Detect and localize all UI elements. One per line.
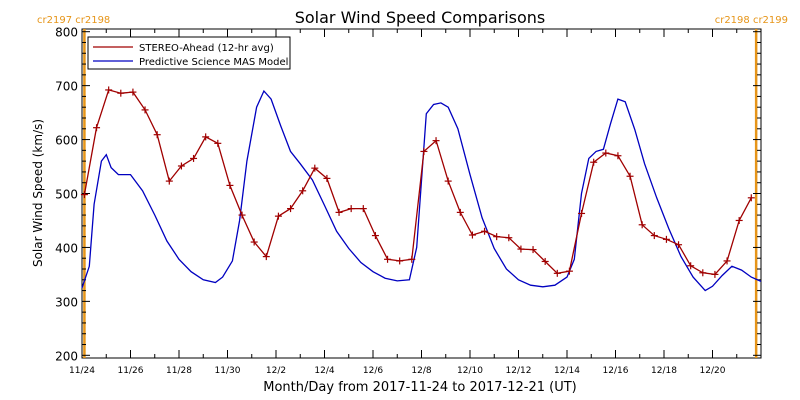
data-point	[420, 147, 428, 155]
data-point	[250, 238, 258, 246]
data-point	[129, 88, 137, 96]
data-point	[202, 133, 210, 141]
data-point	[359, 205, 367, 213]
legend-label-stereo: STEREO-Ahead (12-hr avg)	[139, 43, 274, 54]
data-point	[747, 194, 755, 202]
data-point	[177, 162, 185, 170]
legend: STEREO-Ahead (12-hr avg) Predictive Scie…	[87, 36, 291, 70]
carrington-label-left: cr2197 cr2198	[37, 15, 110, 26]
x-tick-label: 11/30	[215, 366, 241, 376]
data-point	[565, 267, 573, 275]
data-point	[165, 177, 173, 185]
data-point	[214, 139, 222, 147]
x-tick-label: 11/28	[166, 366, 192, 376]
data-point	[493, 233, 501, 241]
data-point	[347, 205, 355, 213]
data-point	[299, 187, 307, 195]
y-tick-label: 200	[55, 349, 78, 363]
x-axis: 11/24 11/26 11/28 11/30 12/2 12/4 12/6 12/8 12/1…	[69, 29, 738, 376]
x-tick-label: 12/6	[363, 366, 383, 376]
data-point	[274, 212, 282, 220]
x-tick-label: 11/24	[69, 366, 95, 376]
data-point	[384, 255, 392, 263]
x-tick-label: 12/2	[266, 366, 286, 376]
data-point	[541, 257, 549, 265]
y-tick-label: 500	[55, 188, 78, 202]
data-point	[80, 191, 88, 199]
data-point	[675, 241, 683, 249]
data-point	[105, 86, 113, 94]
x-tick-label: 12/16	[603, 366, 629, 376]
data-point	[468, 231, 476, 239]
legend-box	[87, 36, 291, 70]
data-point	[699, 269, 707, 277]
data-point	[662, 235, 670, 243]
x-tick-label: 12/18	[651, 366, 677, 376]
data-point	[408, 255, 416, 263]
data-point	[602, 149, 610, 157]
x-tick-label: 12/10	[457, 366, 483, 376]
data-point	[456, 208, 464, 216]
data-point	[323, 174, 331, 182]
chart-title: Solar Wind Speed Comparisons	[295, 8, 546, 27]
data-point	[481, 227, 489, 235]
carrington-label-right: cr2198 cr2199	[715, 15, 788, 26]
data-point	[578, 209, 586, 217]
y-tick-label: 600	[55, 134, 78, 148]
data-point	[153, 131, 161, 139]
data-point	[650, 232, 658, 240]
plot-area	[81, 28, 762, 359]
data-point	[287, 205, 295, 213]
y-tick-label: 400	[55, 241, 78, 255]
data-point	[711, 270, 719, 278]
data-point	[638, 221, 646, 229]
data-point	[311, 164, 319, 172]
data-point	[190, 154, 198, 162]
data-point	[117, 89, 125, 97]
data-point	[93, 124, 101, 132]
data-point	[614, 152, 622, 160]
data-point	[396, 257, 404, 265]
data-point	[687, 262, 695, 270]
data-point	[529, 246, 537, 254]
series-line-1	[81, 89, 762, 292]
y-axis: 200 300 400 500 600 700 800	[55, 26, 761, 363]
data-point	[432, 137, 440, 145]
x-tick-label: 12/4	[314, 366, 334, 376]
data-point	[626, 172, 634, 180]
x-tick-label: 12/20	[700, 366, 726, 376]
data-point	[553, 269, 561, 277]
series-line-0	[83, 89, 752, 276]
data-point	[335, 208, 343, 216]
data-point	[590, 158, 598, 166]
y-tick-label: 800	[55, 26, 78, 40]
data-point	[371, 232, 379, 240]
data-point	[262, 253, 270, 261]
data-point	[735, 216, 743, 224]
data-point	[723, 257, 731, 265]
x-tick-label: 12/12	[506, 366, 532, 376]
legend-label-mas: Predictive Science MAS Model	[139, 57, 288, 68]
y-axis-label: Solar Wind Speed (km/s)	[31, 119, 45, 267]
data-point	[141, 106, 149, 114]
x-tick-label: 11/26	[118, 366, 144, 376]
data-point	[226, 181, 234, 189]
x-tick-label: 12/14	[554, 366, 580, 376]
data-point	[517, 245, 525, 253]
data-point	[238, 211, 246, 219]
x-axis-label: Month/Day from 2017-11-24 to 2017-12-21 …	[263, 380, 576, 395]
x-tick-label: 12/8	[411, 366, 431, 376]
data-point	[444, 177, 452, 185]
series-group	[80, 86, 762, 292]
y-tick-label: 300	[55, 295, 78, 309]
data-point	[505, 234, 513, 242]
y-tick-label: 700	[55, 80, 78, 94]
